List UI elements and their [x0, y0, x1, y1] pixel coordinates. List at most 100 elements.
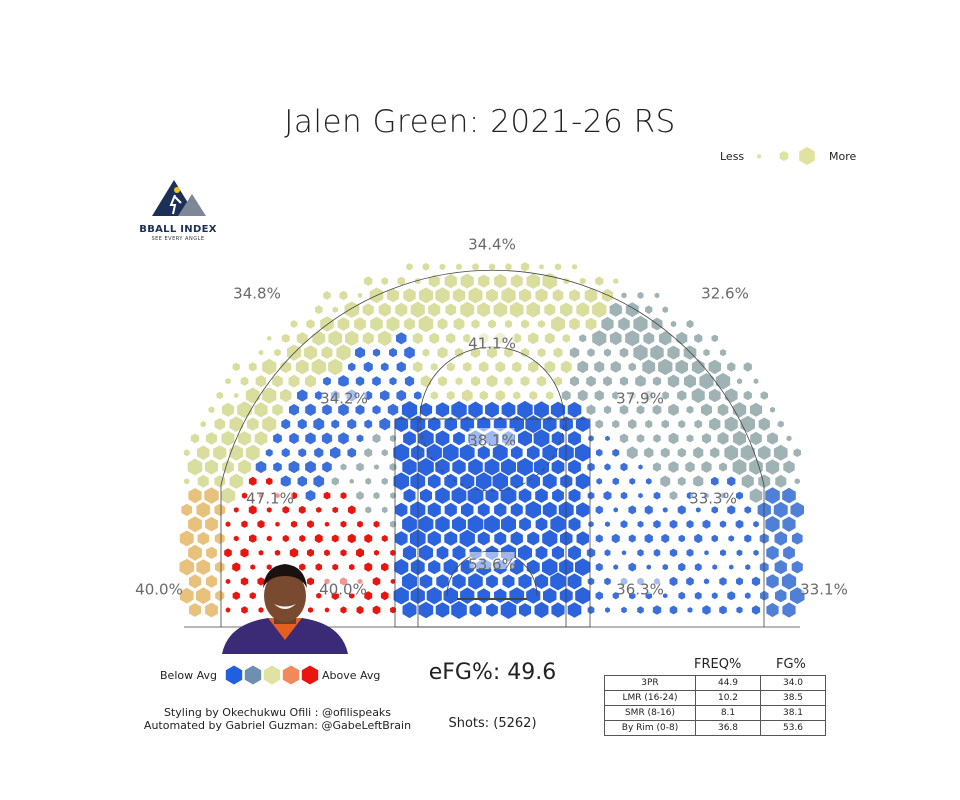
- shot-hex: [206, 432, 217, 445]
- shot-hex: [355, 346, 365, 359]
- shot-hex: [299, 534, 306, 543]
- shot-hex: [363, 361, 373, 373]
- shot-hex: [378, 302, 391, 317]
- shot-hex: [444, 502, 457, 517]
- shot-hex: [567, 573, 582, 590]
- shot-hex: [501, 401, 516, 418]
- shot-hex: [267, 335, 272, 341]
- shot-hex: [428, 302, 441, 317]
- shot-hex: [477, 416, 491, 432]
- shot-hex: [791, 560, 803, 574]
- shot-hex: [477, 588, 491, 604]
- free-throw-circle-bottom: [419, 418, 565, 492]
- zone-label-bg: [617, 386, 663, 403]
- shot-hex: [719, 577, 727, 586]
- shot-hex: [753, 520, 759, 528]
- shot-hex: [577, 360, 589, 374]
- shot-hex: [526, 473, 540, 490]
- shot-hex: [181, 503, 193, 517]
- shot-hex: [613, 278, 619, 284]
- shot-hex: [774, 531, 787, 546]
- shot-hex: [568, 431, 581, 446]
- shot-hex: [633, 344, 648, 361]
- shot-hex: [493, 416, 507, 432]
- shot-hex: [443, 558, 458, 576]
- shot-hex: [324, 607, 330, 613]
- shot-hex: [668, 432, 679, 445]
- shot-hex: [588, 435, 594, 442]
- shot-hex: [402, 515, 417, 533]
- shot-hex: [349, 563, 355, 571]
- zone-stats-table: FREQ% FG% 3PR 44.9 34.0 LMR (16-24) 10.2 38.5…: [604, 657, 826, 736]
- shot-hex: [732, 402, 747, 418]
- shot-hex: [654, 292, 660, 299]
- shot-hex: [601, 316, 614, 332]
- shot-hex: [518, 488, 532, 503]
- shot-hex: [266, 507, 272, 513]
- shot-hex: [766, 574, 779, 589]
- shot-hex: [426, 443, 442, 462]
- shot-hex: [702, 519, 711, 529]
- shot-hex: [200, 420, 206, 428]
- shot-hex: [740, 415, 755, 433]
- shot-hex: [510, 502, 523, 517]
- stats-row: By Rim (0-8) 36.8 53.6: [604, 720, 826, 736]
- shot-hex: [241, 606, 248, 614]
- shot-hex: [678, 562, 686, 572]
- shot-hex: [621, 606, 627, 614]
- shot-hex: [594, 390, 604, 401]
- shot-hex: [653, 434, 661, 443]
- shot-hex: [436, 574, 449, 589]
- shot-hex: [349, 592, 355, 599]
- shot-hex: [551, 431, 565, 446]
- shot-hex: [619, 347, 629, 358]
- shot-hex: [724, 388, 738, 403]
- color-legend-hex: [301, 665, 319, 685]
- shot-hex: [704, 550, 709, 556]
- shot-hex: [486, 603, 498, 617]
- shot-hex: [390, 492, 396, 499]
- shot-hex: [273, 433, 282, 444]
- shot-hex: [321, 346, 333, 359]
- shot-hex: [533, 429, 550, 448]
- shot-hex: [418, 601, 434, 619]
- shot-hex: [289, 548, 299, 558]
- shot-hex: [394, 531, 408, 546]
- shot-hex: [703, 578, 710, 585]
- shot-hex: [372, 376, 381, 387]
- shot-hex: [546, 391, 554, 400]
- zone-fg-label: 34.8%: [233, 285, 281, 303]
- stats-zone: By Rim (0-8): [604, 720, 696, 736]
- shot-hex: [478, 274, 490, 288]
- shot-hex: [255, 460, 267, 474]
- shot-hex: [419, 574, 433, 589]
- shot-hex: [646, 564, 651, 570]
- shot-hex: [289, 404, 299, 416]
- shot-hex: [653, 548, 661, 557]
- shot-hex: [324, 549, 330, 557]
- shot-hex: [552, 488, 564, 503]
- shot-hex: [254, 431, 268, 446]
- shot-hex: [517, 457, 533, 477]
- shot-hex: [389, 463, 397, 471]
- shot-hex: [676, 331, 688, 345]
- shot-hex: [471, 376, 480, 387]
- shot-hex: [395, 502, 408, 517]
- shot-hex: [381, 562, 389, 572]
- shot-hex: [208, 406, 215, 414]
- shot-hex: [214, 503, 226, 516]
- shot-hex: [534, 601, 549, 619]
- shot-hex: [650, 344, 664, 361]
- shot-hex: [526, 445, 540, 460]
- shot-hex: [612, 419, 620, 429]
- shot-hex: [575, 473, 590, 490]
- shot-hex: [280, 360, 292, 373]
- shot-hex: [694, 419, 703, 429]
- shot-hex: [736, 606, 743, 614]
- shot-hex: [461, 389, 473, 402]
- shot-hex: [222, 460, 234, 474]
- shot-hex: [586, 375, 596, 387]
- shot-hex: [314, 533, 323, 544]
- shot-hex: [232, 562, 241, 572]
